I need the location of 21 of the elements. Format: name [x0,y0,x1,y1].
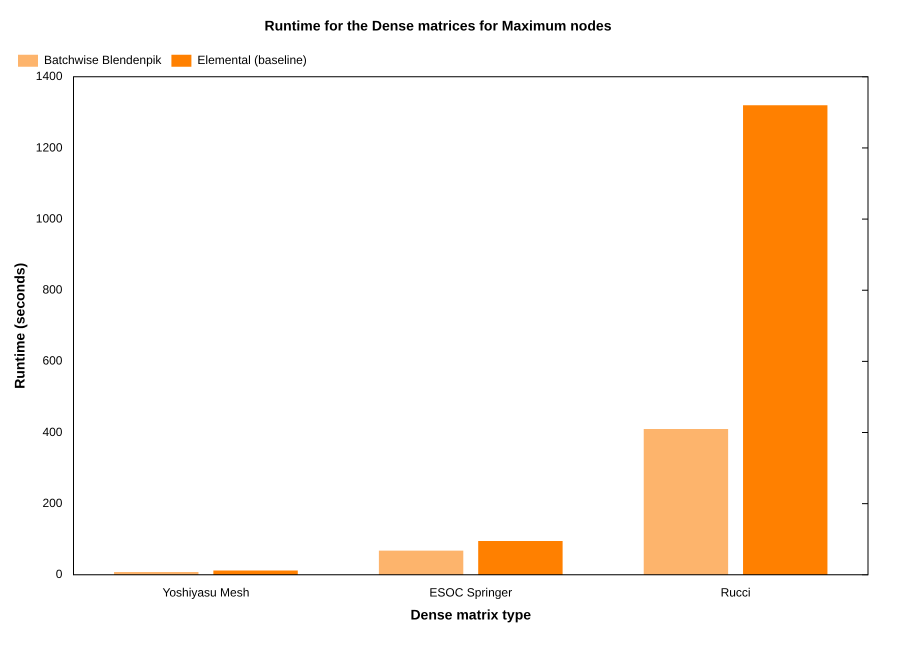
y-tick-label: 0 [56,567,63,582]
legend-label: Batchwise Blendenpik [44,53,162,68]
y-tick-label: 1200 [36,140,63,154]
x-axis-title: Dense matrix type [410,606,532,622]
bar [378,550,464,575]
bar [478,541,563,575]
x-tick-label: ESOC Springer [429,585,512,600]
bar [644,428,728,575]
y-tick-label: 800 [42,282,63,297]
y-tick-label: 1000 [36,211,63,226]
y-tick-label: 1400 [36,69,63,84]
y-tick-label: 600 [42,354,63,368]
y-tick-label: 400 [42,424,63,439]
x-tick-label: Rucci [720,585,751,600]
y-tick-label: 200 [42,496,63,510]
bar [213,570,298,575]
legend-label: Elemental (baseline) [197,53,307,68]
chart-title: Runtime for the Dense matrices for Maximum nodes [264,17,612,34]
x-tick-label: Yoshiyasu Mesh [162,585,250,600]
y-axis-title: Runtime (seconds) [11,262,28,389]
bar [743,105,828,575]
